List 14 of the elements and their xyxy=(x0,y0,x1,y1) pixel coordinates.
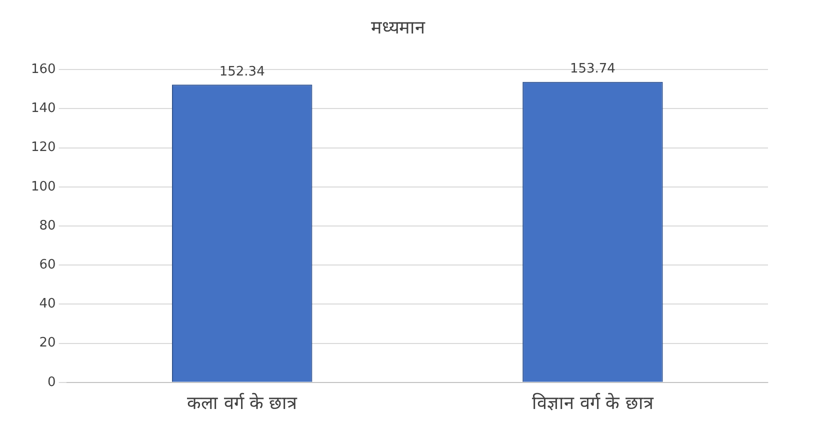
y-tick-label: 20 xyxy=(39,336,56,351)
y-tick-label: 120 xyxy=(30,140,56,156)
y-tick-label: 40 xyxy=(39,296,56,312)
y-tick-label: 160 xyxy=(30,62,56,77)
chart-title: मध्यमान xyxy=(371,17,426,38)
y-tick-label: 140 xyxy=(30,101,56,116)
y-tick-label: 0 xyxy=(48,374,56,390)
y-tick-label: 60 xyxy=(39,257,56,272)
x-tick-label: कला वर्ग के छात्र xyxy=(187,392,298,414)
x-tick-label: विज्ञान वर्ग के छात्र xyxy=(532,392,654,414)
y-tick-label: 80 xyxy=(39,218,56,234)
data-label: 152.34 xyxy=(219,64,265,80)
y-tick-label: 100 xyxy=(30,179,56,194)
data-label: 153.74 xyxy=(570,62,616,77)
